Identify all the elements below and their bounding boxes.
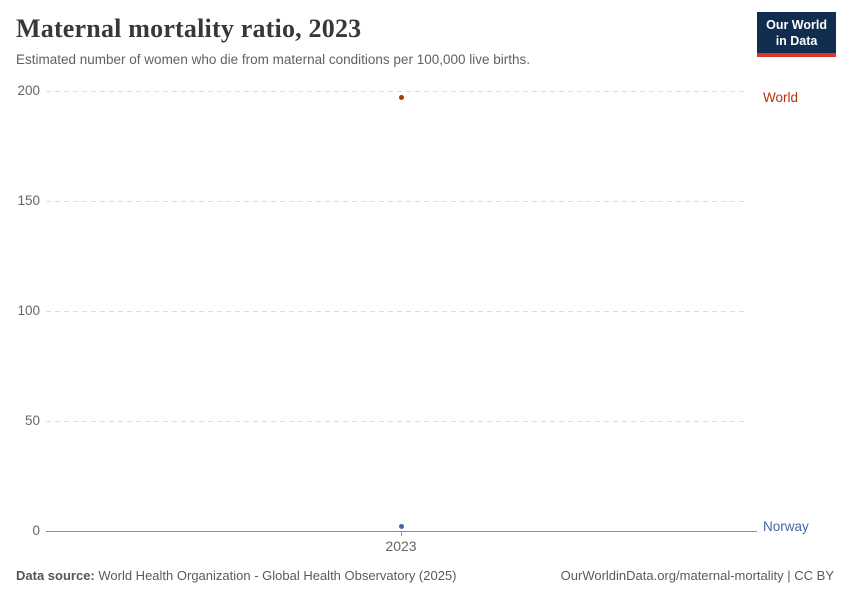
chart-footer: Data source: World Health Organization -… bbox=[16, 568, 834, 583]
x-tick-mark bbox=[401, 531, 402, 536]
data-point-norway[interactable] bbox=[398, 524, 404, 530]
logo-line1: Our World bbox=[766, 18, 827, 32]
chart-subtitle: Estimated number of women who die from m… bbox=[16, 52, 531, 67]
y-tick-label-0: 0 bbox=[32, 523, 40, 538]
data-source-label: Data source: bbox=[16, 568, 95, 583]
data-point-world[interactable] bbox=[398, 95, 404, 101]
x-tick-label: 2023 bbox=[385, 538, 417, 554]
credit-link[interactable]: OurWorldinData.org/maternal-mortality | … bbox=[560, 568, 834, 583]
gridline-150 bbox=[46, 201, 745, 202]
y-tick-label-150: 150 bbox=[17, 193, 40, 208]
data-source-text: World Health Organization - Global Healt… bbox=[94, 568, 457, 583]
page-title: Maternal mortality ratio, 2023 bbox=[16, 14, 362, 43]
y-tick-label-200: 200 bbox=[17, 83, 40, 98]
entity-label-norway[interactable]: Norway bbox=[763, 518, 809, 534]
gridline-200 bbox=[46, 91, 745, 92]
y-tick-label-100: 100 bbox=[17, 303, 40, 318]
logo-line2: in Data bbox=[775, 33, 818, 48]
owid-logo[interactable]: Our World in Data bbox=[757, 12, 836, 58]
entity-label-world[interactable]: World bbox=[763, 89, 799, 105]
gridline-50 bbox=[46, 421, 745, 422]
gridline-100 bbox=[46, 311, 745, 312]
y-tick-label-50: 50 bbox=[24, 413, 40, 428]
data-source: Data source: World Health Organization -… bbox=[16, 568, 457, 583]
